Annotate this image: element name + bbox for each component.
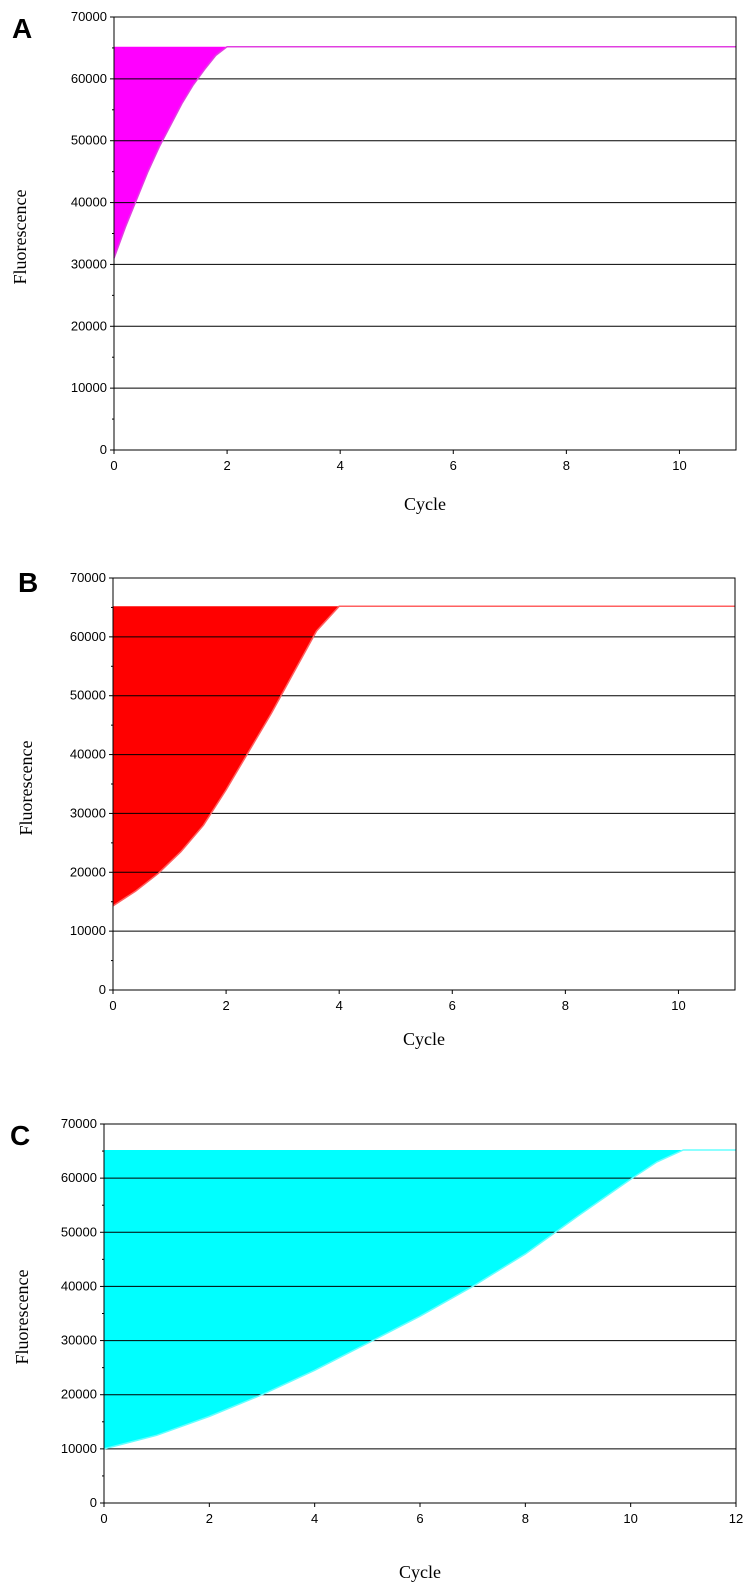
x-tick-label: 10 — [671, 998, 685, 1013]
y-tick-label: 60000 — [61, 1170, 97, 1185]
y-tick-label: 40000 — [71, 195, 107, 210]
y-tick-label: 60000 — [71, 71, 107, 86]
y-axis-label: Fluorescence — [16, 741, 36, 836]
panel-letter: A — [12, 13, 32, 44]
x-tick-label: 8 — [562, 998, 569, 1013]
y-tick-label: 70000 — [61, 1116, 97, 1131]
y-axis-label: Fluorescence — [12, 1270, 32, 1365]
x-tick-label: 8 — [522, 1511, 529, 1526]
y-tick-label: 30000 — [71, 256, 107, 271]
y-tick-label: 70000 — [71, 9, 107, 24]
x-axis-label: Cycle — [399, 1562, 441, 1582]
y-axis-label: Fluorescence — [10, 190, 30, 285]
y-tick-label: 30000 — [61, 1333, 97, 1348]
series-line — [103, 1149, 736, 1450]
x-tick-label: 4 — [336, 998, 343, 1013]
panel-letter: C — [10, 1120, 30, 1151]
x-axis-label: Cycle — [404, 494, 446, 514]
x-tick-label: 10 — [672, 458, 686, 473]
x-tick-label: 4 — [337, 458, 344, 473]
x-tick-label: 6 — [416, 1511, 423, 1526]
y-tick-label: 20000 — [70, 864, 106, 879]
area-fill — [114, 46, 228, 259]
chart-panel-a: 0 10000 20000 30000 40000 50000 60000 70000 0 2 4 6… — [10, 9, 737, 514]
x-tick-label: 0 — [110, 458, 117, 473]
chart-panel-c: 0 10000 20000 30000 40000 50000 60000 70000 0 2 4 6… — [10, 1116, 743, 1582]
y-tick-label: 70000 — [70, 570, 106, 585]
x-tick-label: 0 — [100, 1511, 107, 1526]
series-line — [112, 605, 735, 907]
chart-panel-b: 0 10000 20000 30000 40000 50000 60000 70000 0 2 4 6… — [16, 567, 736, 1049]
y-tick-label: 10000 — [70, 923, 106, 938]
x-tick-label: 4 — [311, 1511, 318, 1526]
y-tick-label: 40000 — [61, 1278, 97, 1293]
y-tick-label: 50000 — [61, 1224, 97, 1239]
y-tick-label: 0 — [99, 982, 106, 997]
y-tick-label: 50000 — [70, 688, 106, 703]
y-tick-label: 50000 — [71, 133, 107, 148]
x-tick-label: 2 — [222, 998, 229, 1013]
x-axis-label: Cycle — [403, 1029, 445, 1049]
x-tick-label: 12 — [729, 1511, 743, 1526]
panel-letter: B — [18, 567, 38, 598]
area-fill — [104, 1149, 684, 1449]
area-fill — [113, 606, 340, 906]
y-tick-label: 20000 — [71, 318, 107, 333]
x-tick-label: 6 — [449, 998, 456, 1013]
plot-frame — [113, 16, 737, 451]
x-tick-label: 6 — [450, 458, 457, 473]
x-tick-label: 8 — [563, 458, 570, 473]
y-tick-label: 0 — [90, 1495, 97, 1510]
y-tick-label: 0 — [100, 442, 107, 457]
x-tick-label: 0 — [109, 998, 116, 1013]
x-tick-label: 2 — [206, 1511, 213, 1526]
x-tick-label: 10 — [623, 1511, 637, 1526]
y-tick-label: 10000 — [61, 1441, 97, 1456]
series-line — [113, 45, 736, 259]
y-tick-label: 20000 — [61, 1387, 97, 1402]
y-tick-label: 10000 — [71, 380, 107, 395]
y-tick-label: 40000 — [70, 747, 106, 762]
y-tick-label: 60000 — [70, 629, 106, 644]
x-tick-label: 2 — [223, 458, 230, 473]
y-tick-label: 30000 — [70, 805, 106, 820]
